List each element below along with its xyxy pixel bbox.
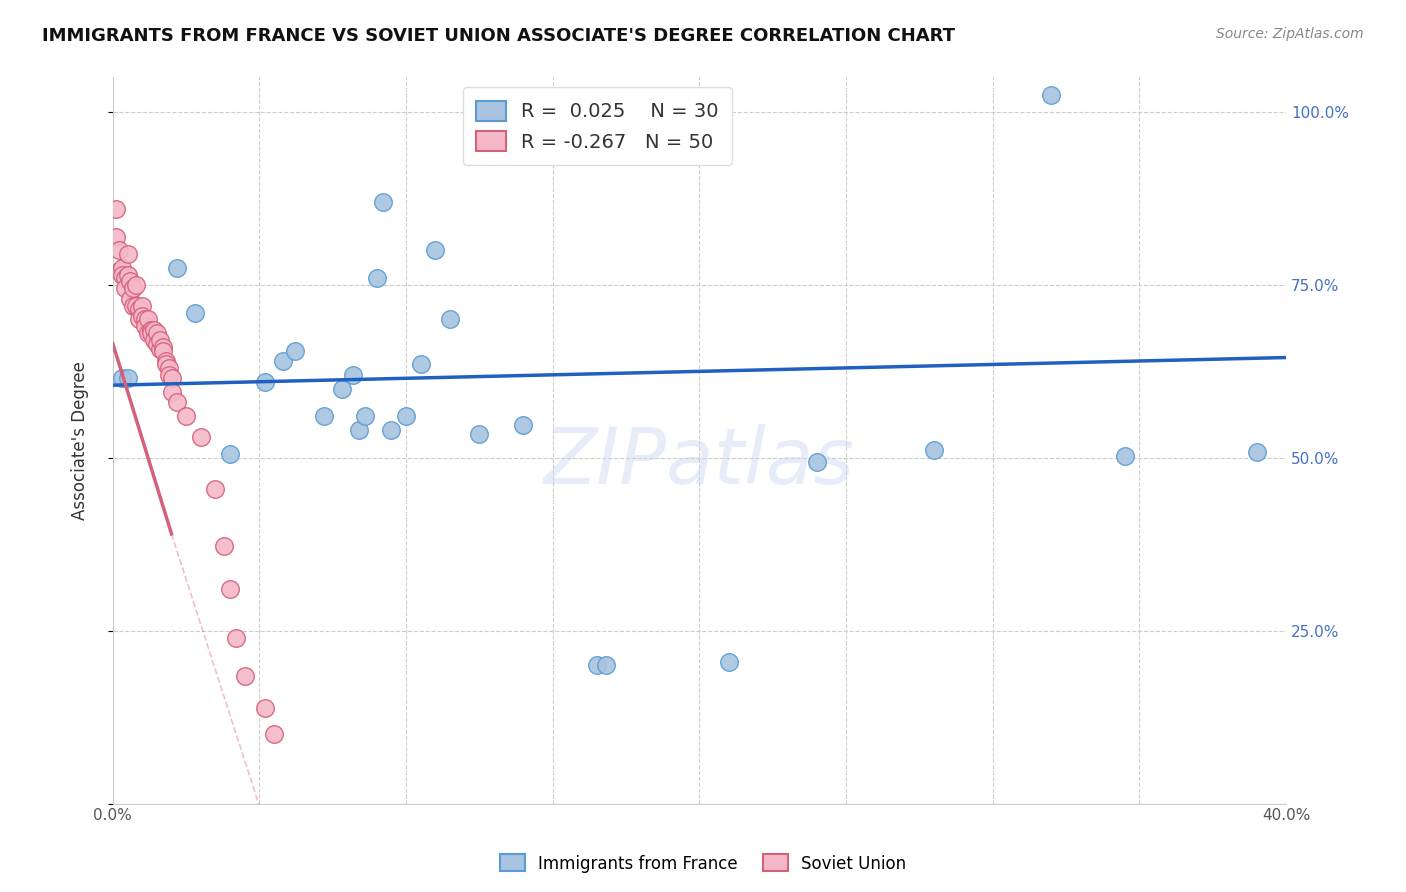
Point	[219, 582, 242, 597]
Point	[149, 342, 172, 356]
Point	[128, 312, 150, 326]
Point	[131, 299, 153, 313]
Point	[125, 299, 148, 313]
Y-axis label: Associate's Degree: Associate's Degree	[72, 361, 89, 520]
Point	[155, 354, 177, 368]
Point	[125, 277, 148, 292]
Point	[142, 333, 165, 347]
Point	[233, 668, 256, 682]
Point	[380, 423, 402, 437]
Text: Source: ZipAtlas.com: Source: ZipAtlas.com	[1216, 27, 1364, 41]
Point	[512, 417, 534, 432]
Point	[468, 427, 491, 442]
Point	[806, 455, 828, 469]
Point	[174, 409, 197, 424]
Point	[190, 430, 212, 444]
Point	[146, 326, 169, 341]
Point	[312, 409, 335, 424]
Legend: Immigrants from France, Soviet Union: Immigrants from France, Soviet Union	[494, 847, 912, 880]
Point	[342, 368, 364, 382]
Point	[284, 343, 307, 358]
Point	[152, 343, 174, 358]
Point	[139, 326, 162, 341]
Point	[104, 229, 127, 244]
Point	[104, 202, 127, 216]
Point	[122, 281, 145, 295]
Point	[117, 371, 139, 385]
Point	[254, 701, 277, 715]
Point	[425, 244, 447, 258]
Point	[107, 264, 129, 278]
Point	[157, 368, 180, 382]
Point	[152, 340, 174, 354]
Point	[225, 631, 247, 645]
Point	[139, 323, 162, 337]
Point	[409, 358, 432, 372]
Point	[254, 375, 277, 389]
Legend: R =  0.025    N = 30, R = -0.267   N = 50: R = 0.025 N = 30, R = -0.267 N = 50	[463, 87, 733, 165]
Point	[120, 292, 142, 306]
Point	[136, 326, 159, 341]
Point	[1040, 87, 1063, 102]
Text: ZIPatlas: ZIPatlas	[544, 425, 855, 500]
Point	[131, 309, 153, 323]
Point	[146, 336, 169, 351]
Point	[114, 281, 136, 295]
Point	[585, 658, 607, 673]
Point	[395, 409, 418, 424]
Point	[371, 194, 394, 209]
Point	[114, 271, 136, 285]
Point	[122, 299, 145, 313]
Point	[160, 371, 183, 385]
Point	[111, 260, 134, 275]
Point	[142, 323, 165, 337]
Point	[111, 268, 134, 282]
Point	[366, 271, 388, 285]
Point	[717, 655, 740, 669]
Point	[107, 244, 129, 258]
Point	[120, 275, 142, 289]
Point	[111, 371, 134, 385]
Point	[204, 482, 226, 496]
Point	[219, 447, 242, 461]
Point	[271, 354, 294, 368]
Point	[330, 382, 353, 396]
Point	[160, 385, 183, 400]
Point	[134, 319, 156, 334]
Point	[166, 260, 188, 275]
Point	[157, 360, 180, 375]
Point	[136, 312, 159, 326]
Point	[1246, 445, 1268, 459]
Point	[595, 658, 617, 673]
Point	[214, 539, 236, 553]
Point	[922, 442, 945, 457]
Point	[263, 727, 285, 741]
Point	[155, 358, 177, 372]
Point	[117, 268, 139, 282]
Point	[128, 302, 150, 317]
Point	[117, 247, 139, 261]
Point	[354, 409, 377, 424]
Point	[166, 395, 188, 409]
Point	[134, 312, 156, 326]
Point	[149, 333, 172, 347]
Point	[347, 423, 370, 437]
Text: IMMIGRANTS FROM FRANCE VS SOVIET UNION ASSOCIATE'S DEGREE CORRELATION CHART: IMMIGRANTS FROM FRANCE VS SOVIET UNION A…	[42, 27, 955, 45]
Point	[184, 305, 207, 319]
Point	[439, 312, 461, 326]
Point	[1114, 449, 1136, 463]
